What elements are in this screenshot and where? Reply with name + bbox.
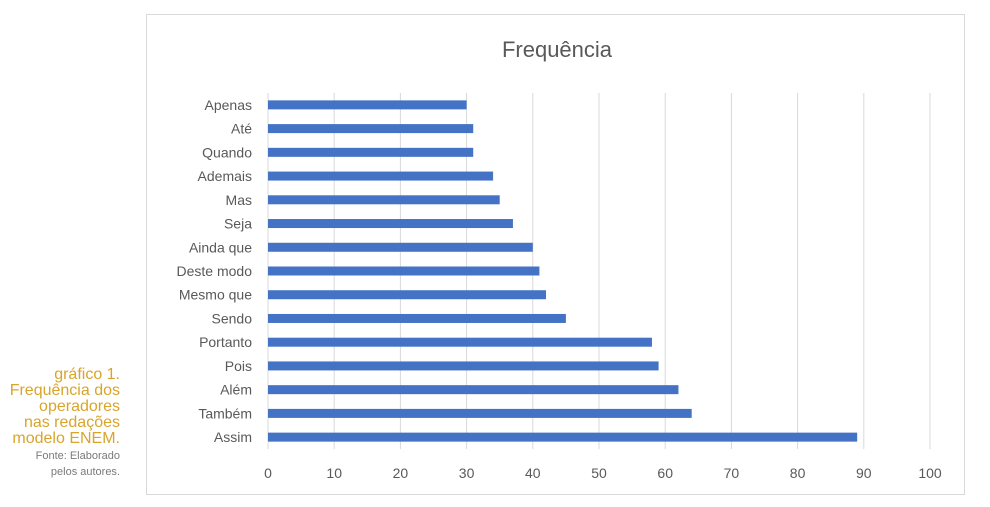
- bar-chart: Frequência Apenas Até Quando Ademais Mas Seja…: [177, 37, 942, 481]
- caption-title-line: gráfico 1.: [54, 366, 120, 383]
- category-label: Apenas: [205, 97, 252, 113]
- category-label: Além: [220, 382, 252, 398]
- caption-title-line: nas redações: [23, 414, 120, 431]
- x-tick-label: 30: [459, 465, 475, 481]
- x-tick-label: 90: [856, 465, 872, 481]
- bar-portanto: [268, 337, 652, 347]
- bar-até: [268, 124, 474, 134]
- caption-source-line: Fonte: Elaborado: [35, 450, 120, 462]
- x-tick-label: 60: [657, 465, 673, 481]
- chart-frame: Frequência Apenas Até Quando Ademais Mas Seja…: [146, 14, 965, 495]
- x-tick-label: 20: [393, 465, 409, 481]
- category-label: Portanto: [199, 334, 252, 350]
- bar-ademais: [268, 171, 494, 181]
- x-tick-label: 10: [326, 465, 342, 481]
- bar-mesmo-que: [268, 290, 547, 300]
- bar-assim: [268, 432, 858, 442]
- category-label: Quando: [202, 144, 252, 160]
- caption-source-line: pelos autores.: [50, 466, 120, 478]
- category-label: Mesmo que: [179, 287, 252, 303]
- bar-deste-modo: [268, 266, 540, 276]
- x-tick-label: 80: [790, 465, 806, 481]
- chart-title: Frequência: [502, 37, 613, 62]
- x-tick-label: 100: [918, 465, 942, 481]
- x-tick-labels: 0 10 20 30 40 50 60 70 80 90 100: [264, 465, 942, 481]
- caption-title-line: operadores: [39, 398, 120, 415]
- category-label: Deste modo: [177, 263, 253, 279]
- bar-além: [268, 385, 679, 395]
- caption-source: Fonte: Elaborado pelos autores.: [0, 448, 120, 480]
- category-label: Assim: [214, 429, 252, 445]
- figure-caption: gráfico 1. Frequência dos operadores nas…: [0, 367, 120, 480]
- bar-quando: [268, 147, 474, 157]
- category-label: Ademais: [198, 168, 252, 184]
- category-label: Ainda que: [189, 239, 252, 255]
- category-label: Até: [231, 121, 252, 137]
- caption-title: gráfico 1. Frequência dos operadores nas…: [0, 367, 120, 447]
- category-label: Também: [198, 405, 252, 421]
- bar-sendo: [268, 313, 566, 323]
- category-labels: Apenas Até Quando Ademais Mas Seja Ainda que De…: [177, 97, 253, 445]
- bar-mas: [268, 195, 500, 205]
- category-label: Sendo: [212, 310, 253, 326]
- bar-pois: [268, 361, 659, 371]
- category-label: Seja: [224, 216, 252, 232]
- caption-title-line: Frequência dos: [9, 382, 120, 399]
- x-tick-label: 50: [591, 465, 607, 481]
- category-label: Mas: [226, 192, 252, 208]
- bar-apenas: [268, 100, 467, 110]
- bar-também: [268, 408, 692, 418]
- x-tick-label: 40: [525, 465, 541, 481]
- caption-title-line: modelo ENEM.: [12, 430, 120, 447]
- bar-seja: [268, 219, 513, 229]
- x-tick-label: 0: [264, 465, 272, 481]
- x-tick-label: 70: [724, 465, 740, 481]
- bar-ainda-que: [268, 242, 533, 252]
- bars: [268, 100, 858, 442]
- category-label: Pois: [225, 358, 252, 374]
